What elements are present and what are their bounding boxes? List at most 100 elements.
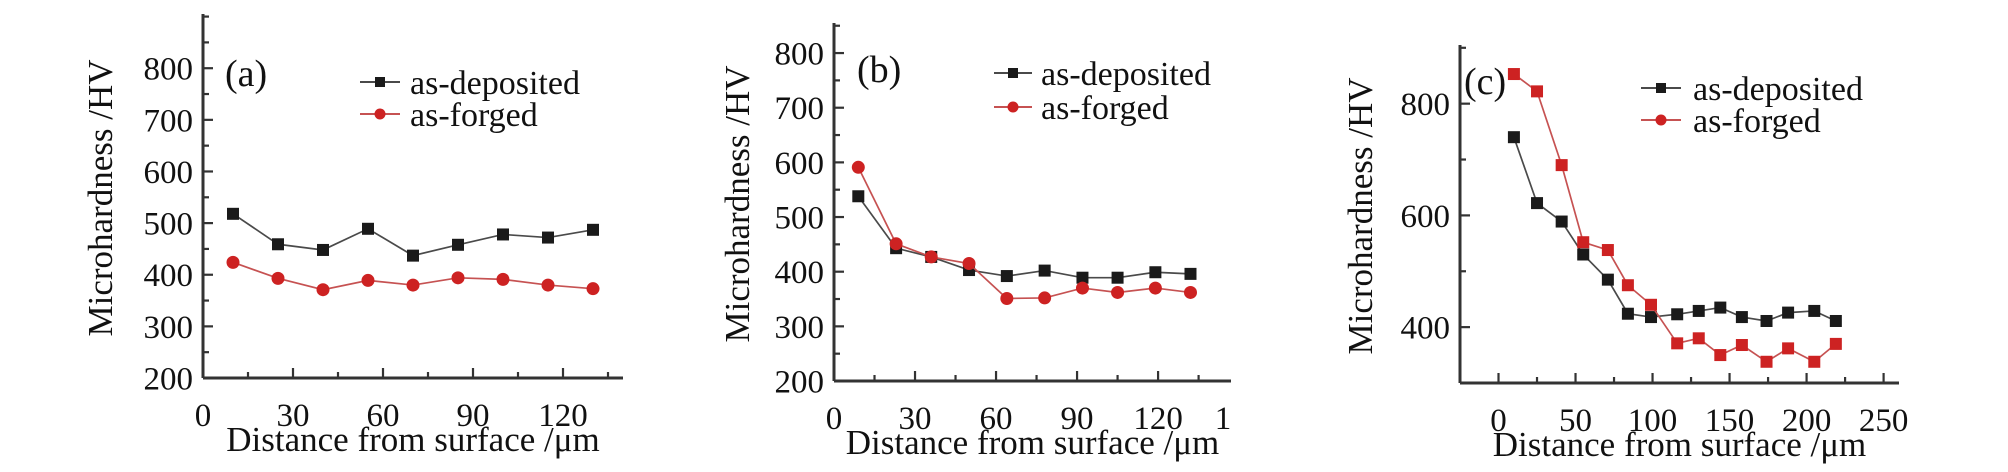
data-point-marker bbox=[1555, 215, 1568, 228]
legend-item-as-forged: as-forged bbox=[994, 90, 1169, 127]
y-tick-label: 600 bbox=[1401, 199, 1451, 235]
data-point-marker bbox=[1621, 307, 1634, 320]
chart-a: 0 30 60 90 120 200 300 400 500 600 700 800 Distance … bbox=[81, 14, 623, 459]
x-axis-label: Distance from surface /μm bbox=[226, 420, 599, 459]
data-point-marker bbox=[1075, 281, 1089, 295]
data-point-marker bbox=[924, 250, 938, 264]
legend-label: as-forged bbox=[1041, 90, 1169, 127]
series-as-deposited-line bbox=[857, 195, 1191, 279]
data-point-marker bbox=[1507, 68, 1520, 81]
data-point-marker bbox=[1714, 301, 1727, 314]
x-axis-label: Distance from surface /μm bbox=[1493, 425, 1866, 464]
ticks bbox=[1460, 46, 1885, 383]
data-point-marker bbox=[407, 249, 419, 262]
y-tick-label: 500 bbox=[775, 201, 825, 237]
legend-label: as-forged bbox=[1693, 103, 1821, 140]
y-tick-label: 700 bbox=[775, 91, 825, 127]
data-point-marker bbox=[1531, 85, 1544, 98]
data-point-marker bbox=[852, 190, 865, 203]
legend-item-as-deposited: as-deposited bbox=[994, 56, 1211, 93]
series-as-deposited-line bbox=[232, 213, 594, 257]
data-point-marker bbox=[1808, 304, 1821, 317]
y-tick-label: 800 bbox=[1401, 87, 1451, 123]
data-point-marker bbox=[1577, 248, 1590, 261]
series-as-forged-line bbox=[857, 166, 1191, 300]
tick-labels: 0 50 100 150 200 250 400 600 800 Distance from su… bbox=[1401, 87, 1909, 464]
data-point-marker bbox=[1735, 339, 1748, 352]
x-tick-label: 30 bbox=[899, 401, 932, 437]
data-point-marker bbox=[1760, 355, 1773, 368]
data-point-marker bbox=[851, 160, 865, 174]
x-tick-label: 50 bbox=[1559, 403, 1592, 439]
data-point-marker bbox=[1577, 236, 1590, 249]
data-point-marker bbox=[1555, 159, 1568, 172]
legend-item-as-forged: as-forged bbox=[360, 97, 538, 134]
x-tick-label: 150 bbox=[1705, 403, 1755, 439]
x-tick-label: 0 bbox=[195, 398, 212, 434]
data-point-marker bbox=[1184, 267, 1197, 280]
data-point-marker bbox=[1038, 291, 1052, 305]
tick-labels: 0 30 60 90 120 1 200 300 400 500 600 700 800 Distance… bbox=[775, 37, 1232, 462]
panel-tag: (b) bbox=[857, 49, 901, 91]
x-tick-label: 60 bbox=[980, 401, 1013, 437]
legend-marker-square bbox=[375, 77, 385, 87]
y-tick-label: 300 bbox=[144, 310, 194, 346]
y-tick-label: 800 bbox=[144, 52, 194, 88]
y-tick-label: 700 bbox=[144, 103, 194, 139]
legend-marker-square bbox=[1008, 68, 1018, 78]
y-tick-label: 200 bbox=[775, 365, 825, 401]
data-point-marker bbox=[586, 282, 600, 296]
data-point-marker bbox=[1671, 337, 1684, 350]
data-point-marker bbox=[317, 243, 329, 256]
data-point-marker bbox=[587, 223, 599, 236]
data-point-marker bbox=[451, 271, 465, 285]
chart-panel-a: 0 30 60 90 120 200 300 400 500 600 700 800 Distance … bbox=[0, 0, 669, 472]
x-tick-label: 200 bbox=[1782, 403, 1832, 439]
data-point-marker bbox=[1149, 266, 1162, 279]
data-point-marker bbox=[1692, 332, 1705, 345]
x-tick-label: 30 bbox=[277, 398, 310, 434]
data-point-marker bbox=[541, 278, 555, 292]
x-tick-label: 120 bbox=[538, 398, 588, 434]
legend-marker-square bbox=[1656, 83, 1666, 93]
x-tick-label: 100 bbox=[1628, 403, 1678, 439]
data-point-marker bbox=[1531, 197, 1544, 210]
data-point-marker bbox=[1714, 349, 1727, 362]
x-tick-label: 90 bbox=[457, 398, 490, 434]
data-point-marker bbox=[316, 283, 330, 297]
series-as-forged bbox=[226, 255, 600, 297]
series-as-forged bbox=[1507, 68, 1842, 368]
x-tick-label: 90 bbox=[1061, 401, 1094, 437]
data-point-marker bbox=[452, 238, 464, 251]
chart-panel-c: 0 50 100 150 200 250 400 600 800 Distance from su… bbox=[1338, 0, 2008, 472]
data-point-marker bbox=[226, 255, 240, 269]
y-tick-label: 800 bbox=[775, 37, 825, 73]
data-point-marker bbox=[1148, 281, 1162, 295]
x-tick-label: 60 bbox=[367, 398, 400, 434]
data-point-marker bbox=[1671, 308, 1684, 321]
data-point-marker bbox=[1692, 304, 1705, 317]
data-point-marker bbox=[1183, 285, 1197, 299]
data-point-marker bbox=[1000, 270, 1013, 283]
data-point-marker bbox=[1782, 342, 1795, 355]
data-point-marker bbox=[227, 207, 239, 220]
y-tick-label: 300 bbox=[775, 310, 825, 346]
axes bbox=[201, 14, 623, 380]
y-tick-label: 400 bbox=[1401, 311, 1451, 347]
x-tick-label: 0 bbox=[1490, 403, 1507, 439]
data-point-marker bbox=[542, 231, 554, 244]
data-point-marker bbox=[496, 272, 510, 286]
x-tick-label-truncated: 1 bbox=[1215, 401, 1232, 437]
data-point-marker bbox=[1601, 273, 1614, 286]
data-point-marker bbox=[362, 222, 374, 235]
panel-tag: (a) bbox=[225, 53, 267, 95]
data-point-marker bbox=[1645, 311, 1658, 324]
data-point-marker bbox=[1735, 311, 1748, 324]
data-point-marker bbox=[889, 237, 903, 251]
data-point-marker bbox=[1507, 131, 1520, 144]
series-as-deposited bbox=[227, 207, 599, 262]
y-tick-label: 400 bbox=[775, 255, 825, 291]
data-point-marker bbox=[1760, 314, 1773, 327]
ticks bbox=[832, 24, 1200, 383]
